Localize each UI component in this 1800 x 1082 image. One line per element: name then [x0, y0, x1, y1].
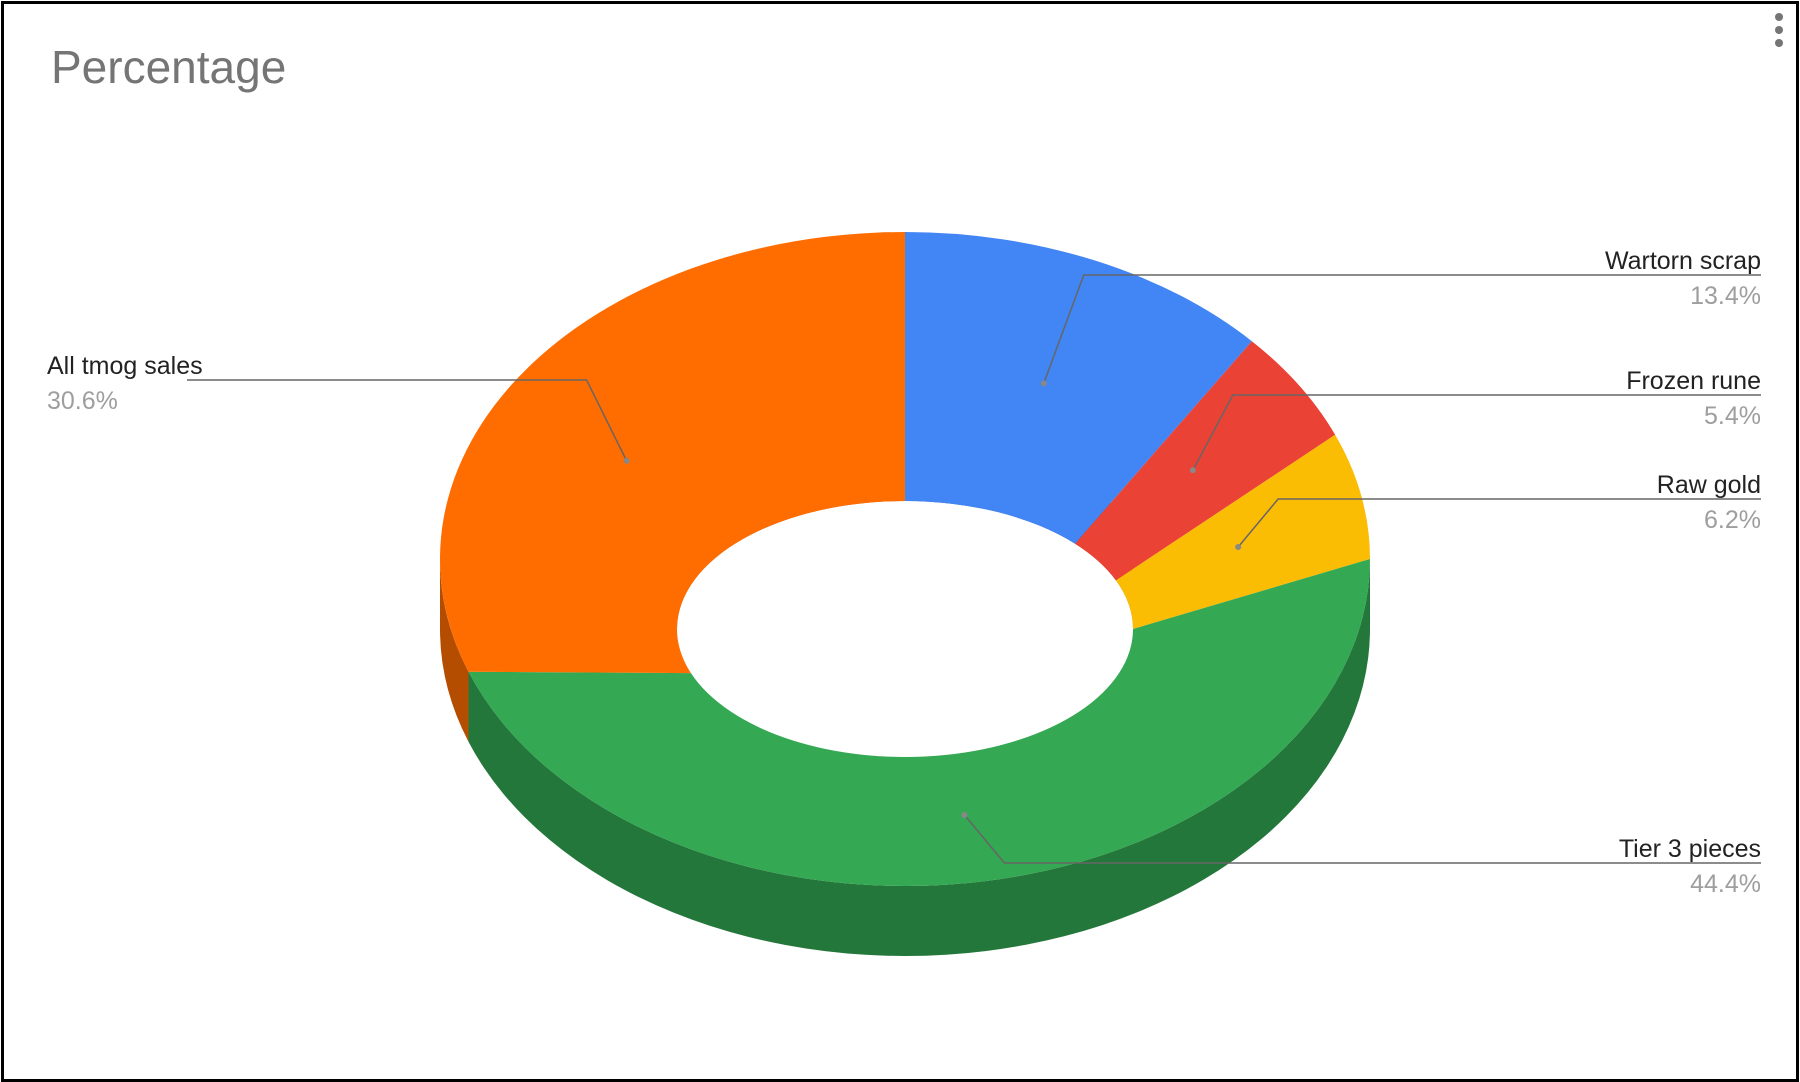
- leader-dot-frozen-rune: [1189, 467, 1196, 474]
- chart-title: Percentage: [51, 41, 287, 93]
- donut-sides: [440, 559, 1370, 956]
- slice-value-wartorn-scrap: 13.4%: [1690, 282, 1761, 310]
- slice-tier-3-pieces: [468, 559, 1370, 886]
- slice-value-frozen-rune: 5.4%: [1704, 402, 1761, 430]
- side-all-tmog-sales: [440, 559, 469, 742]
- leader-line-wartorn-scrap: [1043, 274, 1761, 384]
- leader-line-raw-gold: [1237, 498, 1761, 548]
- more-vert-icon[interactable]: [1769, 8, 1791, 52]
- slice-label-all-tmog-sales: All tmog sales: [47, 352, 203, 380]
- side-tier-3-pieces: [468, 559, 1370, 956]
- leader-line-tier-3-pieces: [963, 814, 1761, 864]
- slice-labels: Wartorn scrap 13.4% Frozen rune 5.4% Raw gol…: [47, 247, 1761, 898]
- slice-value-raw-gold: 6.2%: [1704, 506, 1761, 534]
- slice-label-tier-3-pieces: Tier 3 pieces: [1619, 835, 1761, 863]
- slice-label-frozen-rune: Frozen rune: [1626, 367, 1761, 395]
- slice-value-all-tmog-sales: 30.6%: [47, 387, 118, 415]
- leader-dot-tier-3-pieces: [961, 811, 968, 818]
- slice-raw-gold: [1115, 434, 1370, 629]
- slice-all-tmog-sales: [440, 232, 905, 674]
- leader-dot-raw-gold: [1235, 543, 1242, 550]
- slice-value-tier-3-pieces: 44.4%: [1690, 870, 1761, 898]
- slice-wartorn-scrap: [905, 232, 1252, 544]
- leader-lines: [187, 274, 1761, 864]
- leader-dot-wartorn-scrap: [1040, 380, 1047, 387]
- slice-label-wartorn-scrap: Wartorn scrap: [1605, 247, 1761, 275]
- slice-frozen-rune: [1075, 341, 1336, 581]
- slice-label-raw-gold: Raw gold: [1657, 471, 1761, 499]
- leader-line-all-tmog-sales: [187, 379, 628, 462]
- leader-dot-all-tmog-sales: [623, 457, 630, 464]
- leader-line-frozen-rune: [1192, 394, 1761, 471]
- donut-hole: [677, 501, 1133, 757]
- donut-slices: [440, 232, 1370, 886]
